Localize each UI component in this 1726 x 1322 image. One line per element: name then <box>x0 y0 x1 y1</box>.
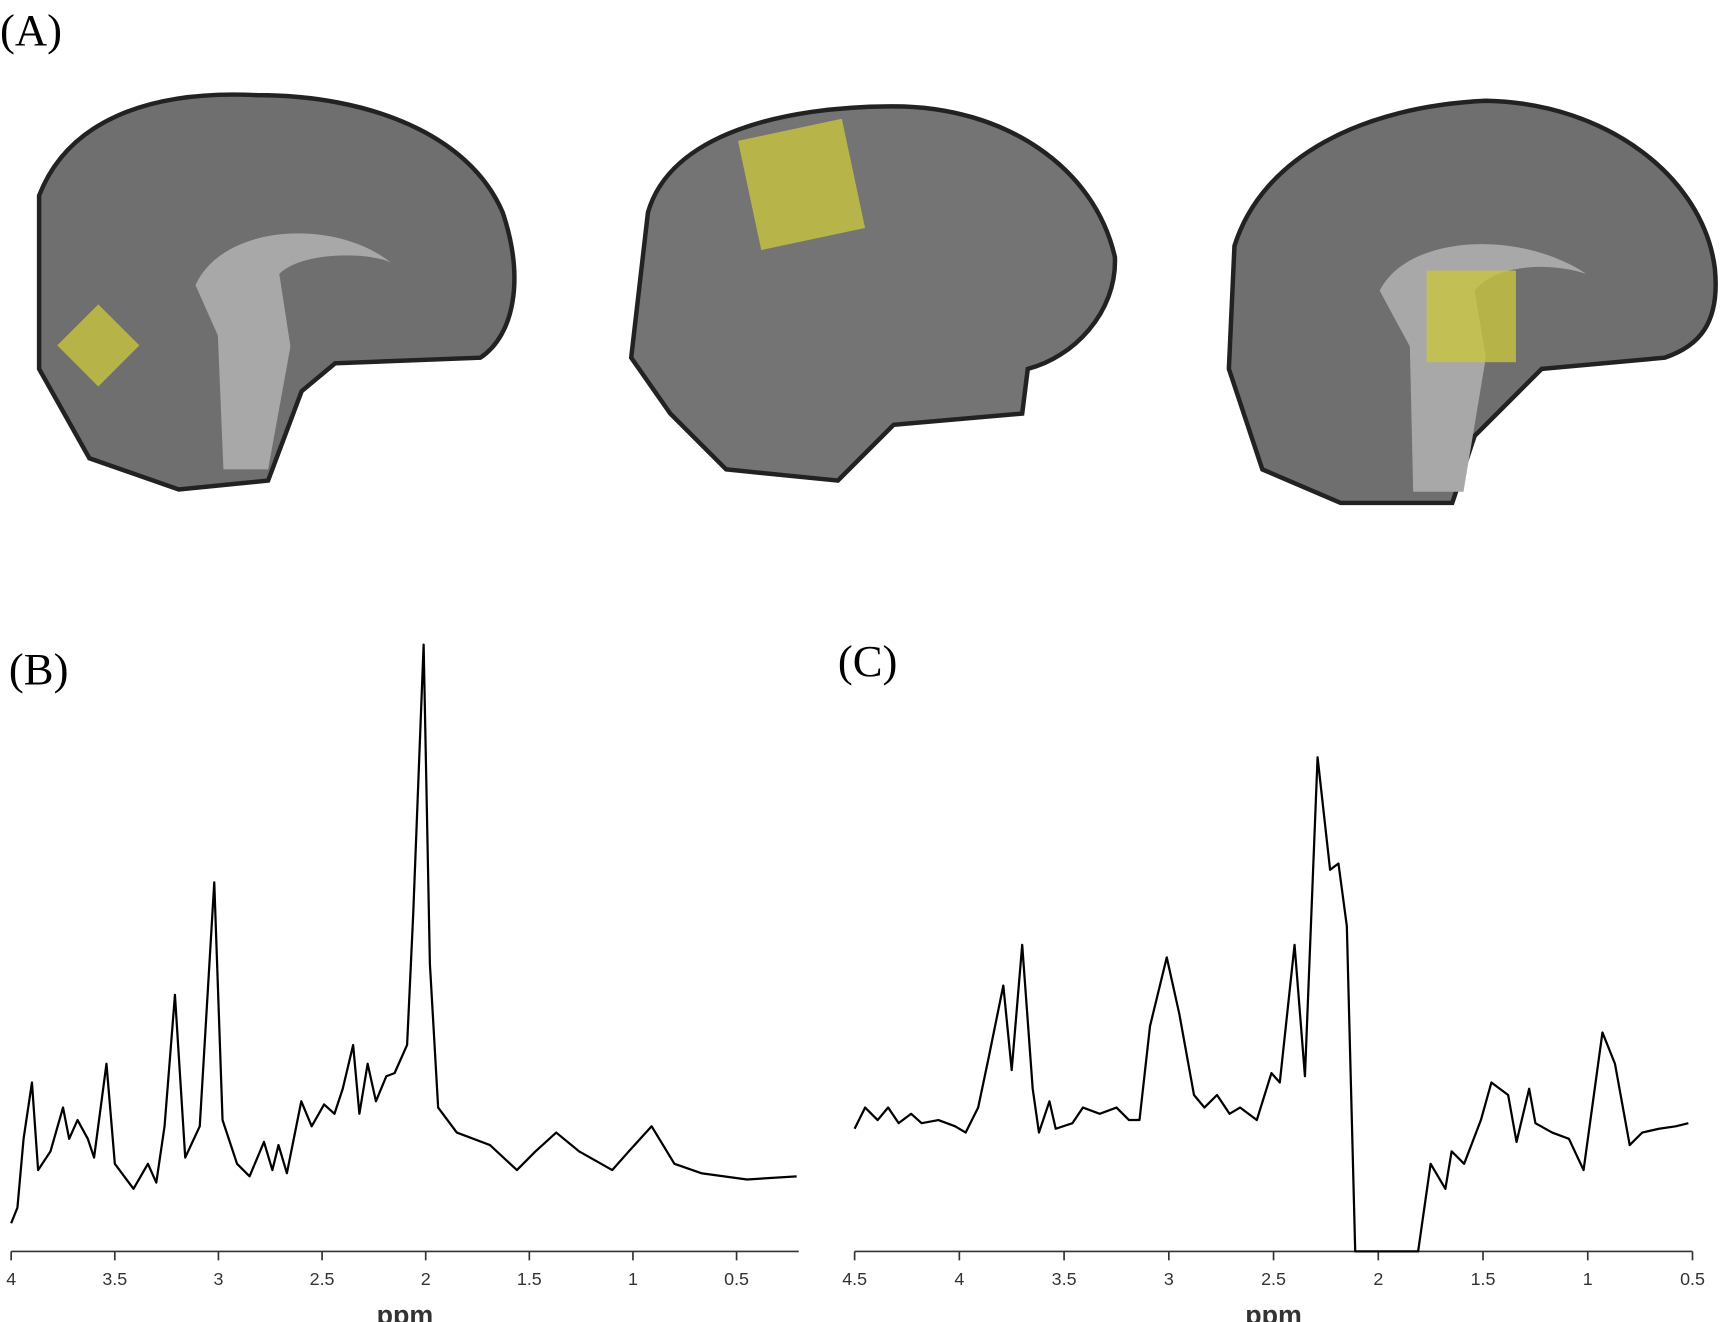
x-axis-label: ppm <box>1245 1300 1302 1322</box>
panel-label: (B) <box>9 644 69 694</box>
x-tick-label: 3 <box>1164 1269 1174 1289</box>
x-tick-label: 2.5 <box>1261 1269 1286 1289</box>
voxel <box>57 304 140 387</box>
spectrum-line <box>853 756 1689 1253</box>
x-tick-label: 1.5 <box>1471 1269 1496 1289</box>
x-tick-label: 1 <box>1583 1269 1593 1289</box>
x-tick-label: 1 <box>628 1269 638 1289</box>
x-axis-label: ppm <box>377 1300 434 1322</box>
panel-label: (A) <box>0 5 62 55</box>
x-tick-label: 3.5 <box>1052 1269 1077 1289</box>
brain-structure <box>195 233 392 470</box>
x-tick-label: 2.5 <box>310 1269 335 1289</box>
x-tick-label: 3 <box>213 1269 223 1289</box>
brain-slice <box>628 104 1118 483</box>
x-tick-label: 4.5 <box>842 1269 867 1289</box>
x-tick-label: 4 <box>6 1269 16 1289</box>
x-tick-label: 2 <box>421 1269 431 1289</box>
x-tick-label: 2 <box>1373 1269 1383 1289</box>
x-tick-label: 0.5 <box>1680 1269 1705 1289</box>
spectrum-line <box>10 643 797 1224</box>
voxel <box>738 118 866 251</box>
panel-label: (C) <box>838 636 898 686</box>
x-tick-label: 0.5 <box>724 1269 749 1289</box>
voxel <box>1426 270 1516 363</box>
x-tick-label: 1.5 <box>517 1269 542 1289</box>
x-tick-label: 4 <box>954 1269 964 1289</box>
brain-images <box>36 92 1718 506</box>
x-tick-label: 3.5 <box>102 1269 127 1289</box>
